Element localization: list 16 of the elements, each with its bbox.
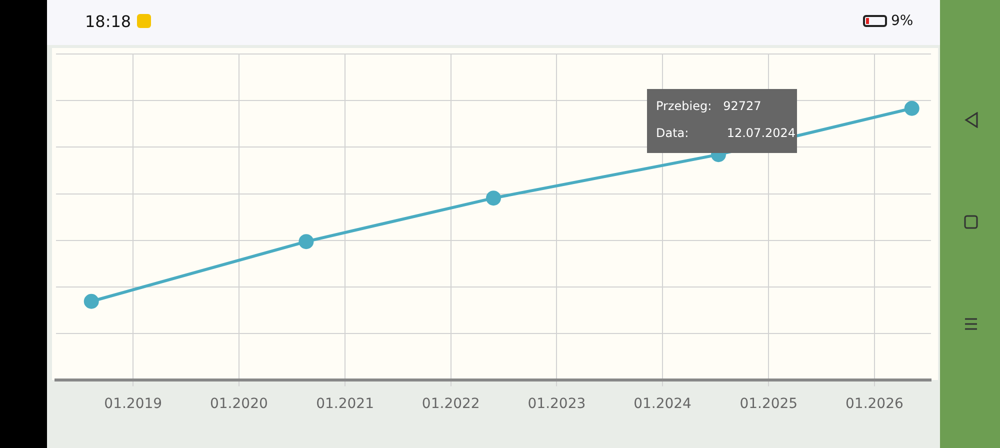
point (486, 190, 501, 206)
x-tick-label: 01.2020 (210, 396, 268, 412)
x-tick-label: 01.2026 (846, 396, 904, 412)
text: 18:18 (85, 12, 132, 31)
x-tick-label: 01.2023 (528, 396, 586, 412)
point (904, 100, 920, 116)
point (298, 234, 314, 250)
x-tick-label: 01.2022 (422, 396, 480, 412)
x-tick-label: 01.2024 (634, 396, 692, 412)
annotation: Przebieg: 92727 (656, 99, 762, 113)
annotation: Data: 12.07.2024 (656, 126, 796, 140)
point (84, 294, 99, 309)
x-tick-label: 01.2019 (104, 396, 162, 412)
x-tick-label: 01.2021 (316, 396, 374, 412)
x-tick-label: 01.2025 (740, 396, 798, 412)
text: 9% (891, 13, 914, 29)
